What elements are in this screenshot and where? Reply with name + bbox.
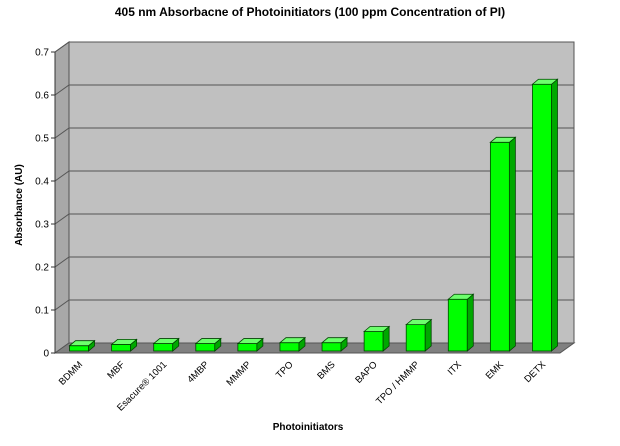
- x-tick-label: TPO: [274, 359, 296, 381]
- bar-side: [508, 136, 516, 352]
- x-tick-label: BMS: [315, 359, 337, 381]
- y-tick-label: 0.1: [35, 306, 49, 317]
- gridline: [54, 84, 574, 96]
- chart-title: 405 nm Absorbacne of Photoinitiators (10…: [115, 5, 505, 19]
- bar-top: [110, 338, 138, 345]
- bar-top: [489, 136, 517, 143]
- bar: [195, 343, 216, 352]
- gridline: [54, 170, 574, 182]
- bar-top: [363, 326, 391, 332]
- x-axis-label: Photoinitiators: [273, 422, 344, 433]
- bar-top: [278, 337, 307, 344]
- bar-top: [531, 78, 559, 85]
- y-tick-label: 0.4: [35, 177, 49, 188]
- bar-top: [405, 319, 433, 326]
- x-tick-label: BDMM: [57, 359, 85, 387]
- x-tick-label: MMMP: [224, 359, 253, 388]
- bar: [532, 83, 552, 352]
- bar: [279, 342, 300, 352]
- y-tick-label: 0: [43, 349, 49, 360]
- bar-top: [320, 337, 349, 344]
- x-tick-label: TPO / HMMP: [374, 359, 422, 407]
- bar: [447, 298, 468, 352]
- y-tick-label: 0.2: [35, 263, 49, 274]
- bar-top: [152, 338, 180, 344]
- gridline: [54, 256, 574, 268]
- gridline: [54, 299, 574, 311]
- bar-top: [194, 338, 222, 344]
- y-tick-label: 0.7: [35, 48, 49, 59]
- plot-left-wall: [54, 41, 70, 354]
- x-tick-label: 4MBP: [185, 359, 211, 385]
- plot-floor: [53, 342, 576, 354]
- gridline: [54, 127, 574, 139]
- bar-side: [551, 78, 558, 352]
- bar: [153, 343, 174, 352]
- x-tick-label: DETX: [522, 359, 548, 385]
- y-tick-label: 0.5: [35, 134, 49, 145]
- bar-top: [236, 338, 264, 344]
- gridline: [54, 41, 574, 53]
- x-tick-label: ITX: [446, 359, 465, 378]
- bar: [69, 345, 89, 352]
- bar-top: [68, 340, 96, 347]
- x-tick-label: MBF: [105, 359, 127, 381]
- x-tick-label: BAPO: [353, 359, 379, 385]
- x-tick-label: EMK: [484, 359, 507, 382]
- bar: [405, 324, 426, 352]
- bar: [363, 331, 384, 352]
- bar: [111, 343, 132, 352]
- bar: [237, 343, 258, 352]
- gridline: [54, 213, 574, 225]
- bar: [489, 141, 510, 352]
- y-axis-label: Absorbance (AU): [14, 164, 25, 246]
- bar-side: [466, 293, 474, 352]
- y-tick-label: 0.3: [35, 220, 49, 231]
- bar-top: [447, 293, 475, 300]
- bar: [321, 342, 342, 352]
- y-tick-label: 0.6: [35, 91, 49, 102]
